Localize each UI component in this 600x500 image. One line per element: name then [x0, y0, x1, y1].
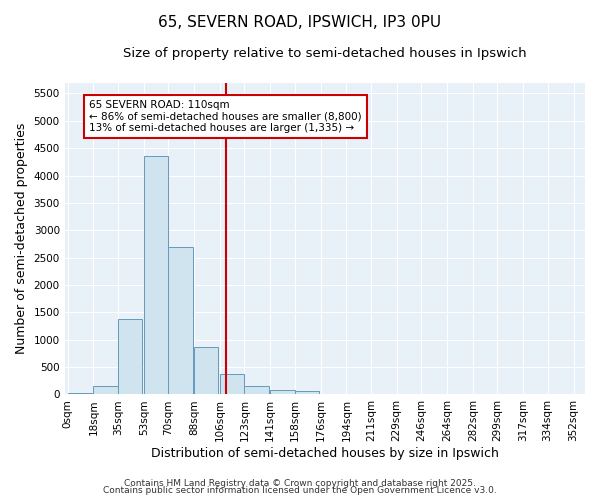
Bar — [194, 347, 218, 395]
Bar — [68, 393, 92, 394]
Bar — [118, 319, 142, 394]
Text: Contains public sector information licensed under the Open Government Licence v3: Contains public sector information licen… — [103, 486, 497, 495]
Y-axis label: Number of semi-detached properties: Number of semi-detached properties — [15, 123, 28, 354]
Bar — [144, 156, 168, 394]
Text: Contains HM Land Registry data © Crown copyright and database right 2025.: Contains HM Land Registry data © Crown c… — [124, 478, 476, 488]
Title: Size of property relative to semi-detached houses in Ipswich: Size of property relative to semi-detach… — [123, 48, 527, 60]
Text: 65, SEVERN ROAD, IPSWICH, IP3 0PU: 65, SEVERN ROAD, IPSWICH, IP3 0PU — [158, 15, 442, 30]
Bar — [295, 390, 319, 394]
Bar — [94, 386, 118, 394]
Text: 65 SEVERN ROAD: 110sqm
← 86% of semi-detached houses are smaller (8,800)
13% of : 65 SEVERN ROAD: 110sqm ← 86% of semi-det… — [89, 100, 362, 133]
Bar — [270, 390, 295, 394]
Bar — [244, 386, 269, 394]
Bar — [220, 374, 244, 394]
X-axis label: Distribution of semi-detached houses by size in Ipswich: Distribution of semi-detached houses by … — [151, 447, 499, 460]
Bar — [168, 246, 193, 394]
